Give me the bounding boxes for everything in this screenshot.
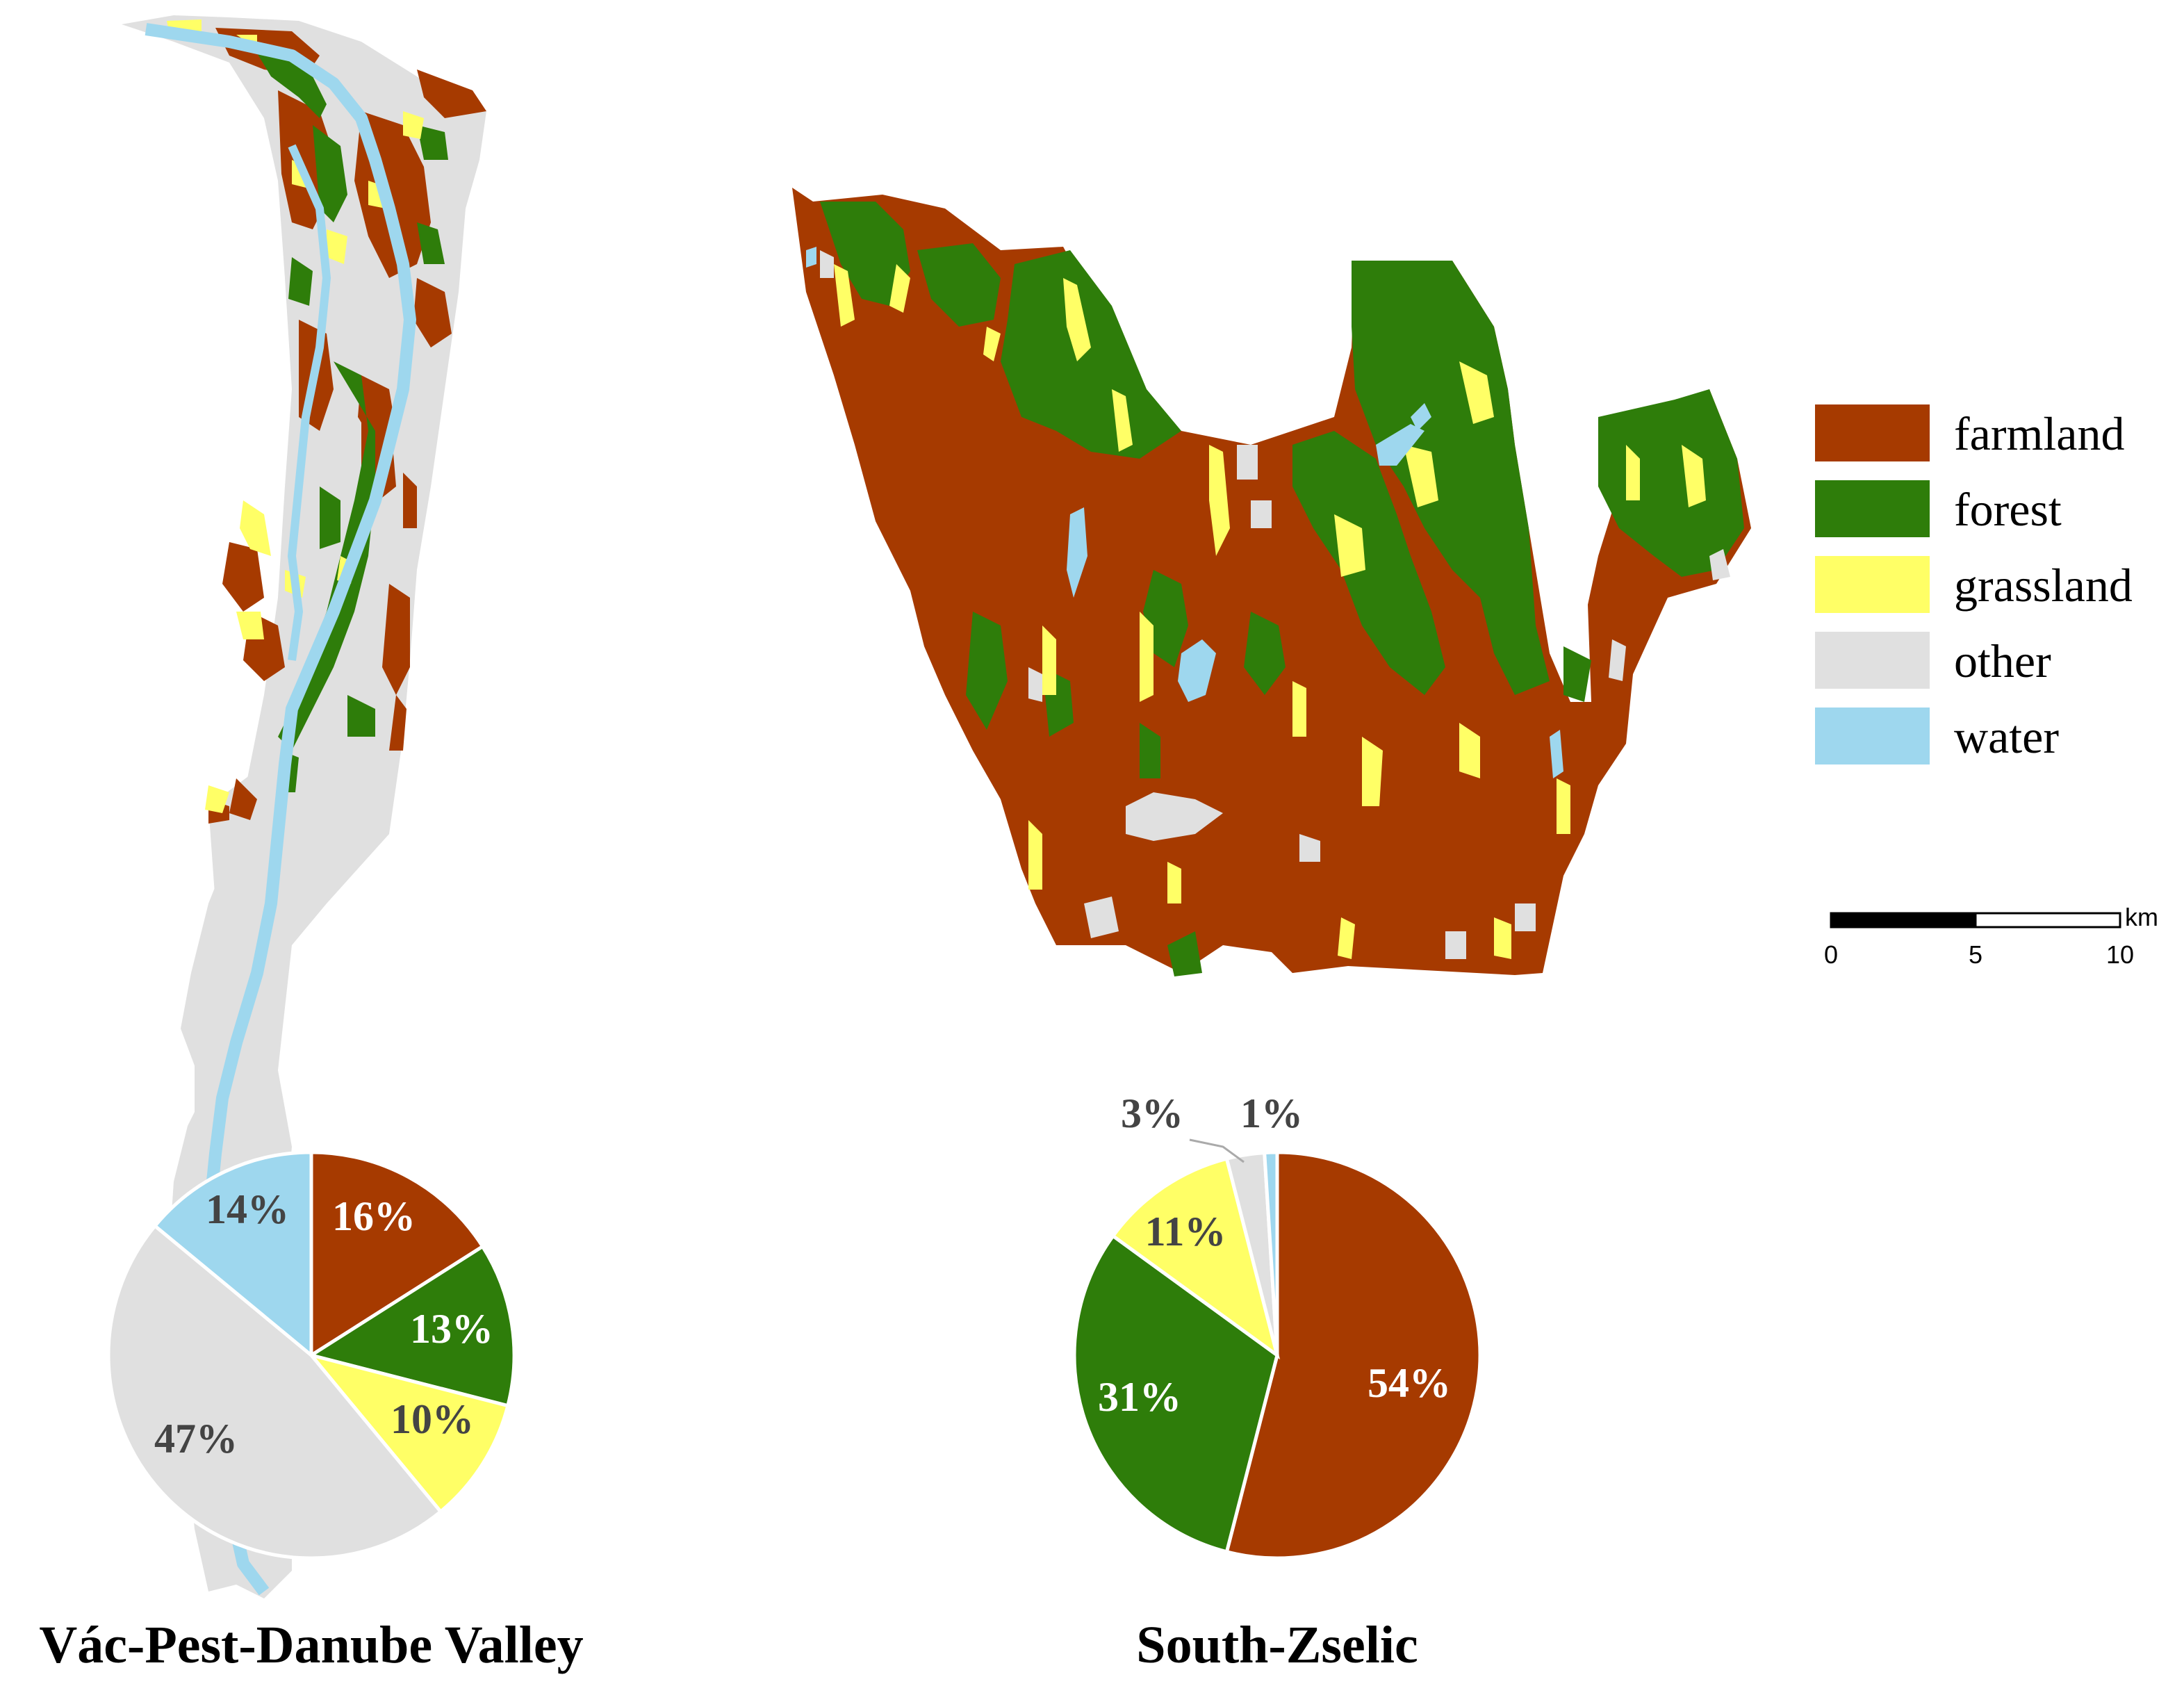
pie2-label-forest: 31% bbox=[1098, 1374, 1181, 1420]
legend-label-other: other bbox=[1954, 635, 2051, 687]
pie2-label-other: 3% bbox=[1121, 1090, 1183, 1136]
pie2-slice-forest bbox=[1072, 1233, 1279, 1554]
scale-bar-unit: km bbox=[2125, 903, 2158, 931]
legend-label-forest: forest bbox=[1954, 483, 2062, 536]
scale-bar-black-segment bbox=[1831, 913, 1976, 927]
legend-label-water: water bbox=[1954, 710, 2059, 763]
pie2-slice-grassland bbox=[1110, 1156, 1281, 1360]
map1-river-side bbox=[287, 144, 331, 661]
legend-swatch-other bbox=[1815, 632, 1930, 689]
scale-bar-tick-5: 5 bbox=[1969, 940, 1982, 969]
map1-grassland bbox=[167, 19, 424, 813]
pie1-label-forest: 13% bbox=[410, 1306, 493, 1352]
map1-farmland-west bbox=[208, 90, 396, 824]
legend-swatch-grassland bbox=[1815, 556, 1930, 613]
map2-forest bbox=[820, 202, 1744, 976]
region-title-south-zselic: South-Zselic bbox=[1136, 1616, 1418, 1674]
map2-base-farmland bbox=[792, 188, 1751, 975]
pie2-callouts bbox=[1189, 1138, 1245, 1163]
scale-bar-tick-0: 0 bbox=[1824, 940, 1838, 969]
pie2-label-grassland: 11% bbox=[1145, 1209, 1226, 1254]
pie1-slice-grassland bbox=[306, 1352, 510, 1514]
pie1-label-other: 47% bbox=[154, 1416, 238, 1462]
scale-bar-tick-10: 10 bbox=[2106, 940, 2134, 969]
legend-label-grassland: grassland bbox=[1954, 559, 2133, 612]
pie2-slice-farmland bbox=[1224, 1150, 1482, 1560]
pie-chart-south-zselic: 54% 31% 11% 3% 1% bbox=[1072, 1090, 1482, 1560]
region-title-vac-pest-danube-valley: Vác-Pest-Danube Valley bbox=[39, 1616, 583, 1674]
pie-chart-vac-pest-danube-valley: 16% 13% 10% 47% 14% bbox=[106, 1150, 516, 1560]
pie1-label-water: 14% bbox=[206, 1186, 289, 1232]
pie1-slice-water bbox=[152, 1150, 313, 1359]
pie1-slice-forest bbox=[306, 1244, 516, 1408]
scale-bar: km 0 5 10 bbox=[1824, 903, 2158, 969]
pie1-label-farmland: 16% bbox=[332, 1193, 416, 1239]
legend-swatch-forest bbox=[1815, 480, 1930, 537]
legend-label-farmland: farmland bbox=[1954, 407, 2124, 460]
legend: farmland forest grassland other water bbox=[1815, 404, 2133, 764]
pie2-label-farmland: 54% bbox=[1368, 1360, 1451, 1406]
legend-swatch-farmland bbox=[1815, 404, 1930, 461]
map2-water bbox=[806, 247, 1563, 778]
callout-leader-other bbox=[1189, 1138, 1245, 1163]
legend-swatch-water bbox=[1815, 708, 1930, 764]
pie1-slice-farmland bbox=[309, 1150, 485, 1359]
pie2-label-water: 1% bbox=[1240, 1090, 1303, 1136]
pie2-slice-water bbox=[1263, 1150, 1279, 1356]
scale-bar-white-segment bbox=[1974, 912, 2121, 929]
map-south-zselic bbox=[792, 188, 1751, 976]
pie1-label-grassland: 10% bbox=[391, 1396, 474, 1442]
scale-bar-outline bbox=[1830, 912, 2121, 929]
pie1-slice-other bbox=[106, 1223, 443, 1560]
